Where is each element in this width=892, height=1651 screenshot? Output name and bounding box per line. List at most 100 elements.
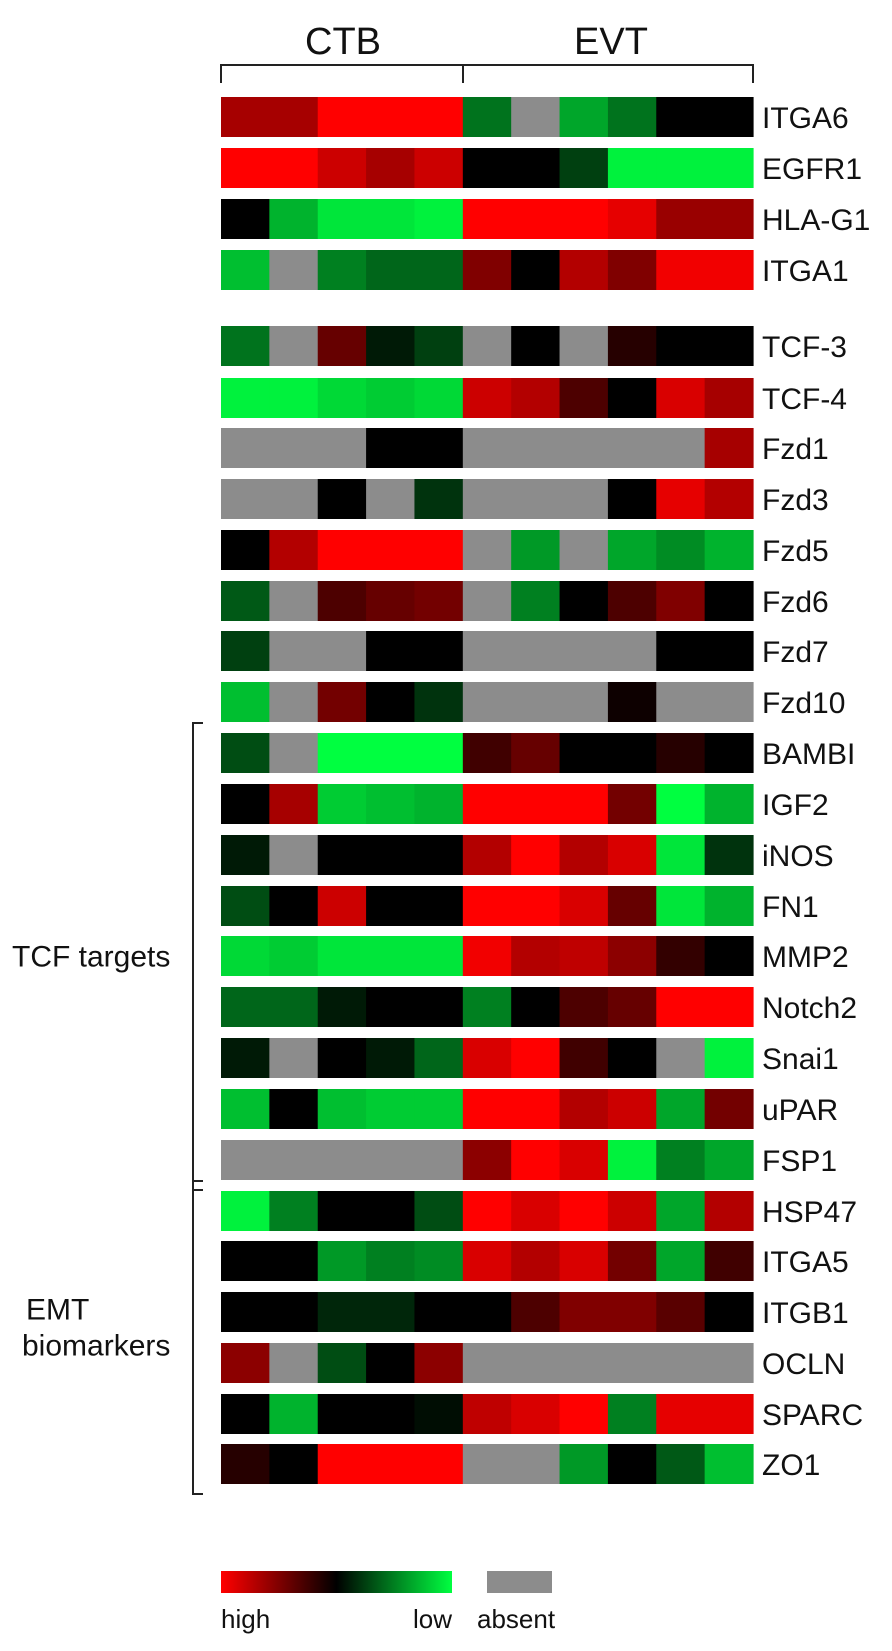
gene-label: ZO1	[762, 1449, 820, 1482]
heatmap-cell	[704, 479, 754, 519]
heatmap-cell	[414, 936, 464, 976]
heatmap-cell	[366, 581, 416, 621]
heatmap-cell	[607, 1089, 657, 1129]
heatmap-cell	[511, 428, 561, 468]
heatmap-cell	[317, 631, 367, 671]
heatmap-cell	[414, 1343, 464, 1383]
heatmap-cell	[656, 784, 706, 824]
heatmap-cell	[221, 1444, 270, 1484]
heatmap-cell	[462, 682, 512, 722]
gene-labels: ITGA6 EGFR1 HLA-G1 ITGA1 TCF-3 TCF-4 Fzd1 Fzd3 F…	[762, 102, 870, 1482]
heatmap-cell	[221, 530, 270, 570]
heatmap-cell	[317, 936, 367, 976]
heatmap-cell	[511, 1292, 561, 1332]
heatmap-cell	[317, 784, 367, 824]
gene-label: FN1	[762, 891, 819, 924]
heatmap-cell	[414, 1089, 464, 1129]
heatmap-cell	[656, 1292, 706, 1332]
gene-label: ITGA6	[762, 102, 849, 135]
heatmap-cell	[414, 1038, 464, 1078]
heatmap-cell	[269, 97, 319, 137]
gene-label: Fzd5	[762, 535, 829, 568]
heatmap-cell	[462, 835, 512, 875]
heatmap-cell	[317, 1038, 367, 1078]
heatmap-cell	[414, 581, 464, 621]
heatmap-cell	[511, 936, 561, 976]
heatmap-cell	[366, 1140, 416, 1180]
heatmap-cell	[414, 682, 464, 722]
heatmap-cell	[221, 1191, 270, 1231]
heatmap-cell	[221, 1140, 270, 1180]
heatmap-cell	[269, 733, 319, 773]
heatmap-cell	[366, 886, 416, 926]
heatmap-cell	[221, 1038, 270, 1078]
heatmap-cell	[269, 1444, 319, 1484]
heatmap-cell	[511, 1394, 561, 1434]
heatmap-cell	[607, 1140, 657, 1180]
heatmap-cell	[221, 682, 270, 722]
heatmap-cell	[269, 378, 319, 418]
heatmap-cell	[462, 581, 512, 621]
heatmap-cell	[269, 148, 319, 188]
heatmap-cell	[511, 987, 561, 1027]
heatmap-cell	[269, 530, 319, 570]
heatmap-cell	[607, 378, 657, 418]
heatmap-cell	[704, 987, 754, 1027]
heatmap-cell	[511, 148, 561, 188]
heatmap-cell	[317, 148, 367, 188]
heatmap-cell	[704, 1343, 754, 1383]
heatmap-cell	[269, 428, 319, 468]
heatmap-cell	[559, 835, 609, 875]
heatmap-cell	[704, 1191, 754, 1231]
row-group-label: TCF targets	[12, 941, 170, 974]
heatmap-cell	[269, 1089, 319, 1129]
heatmap-cell	[462, 250, 512, 290]
heatmap-cell	[317, 1140, 367, 1180]
heatmap-cell	[269, 199, 319, 239]
heatmap-cell	[366, 1089, 416, 1129]
heatmap-cell	[607, 631, 657, 671]
heatmap-cell	[607, 1444, 657, 1484]
heatmap-cell	[269, 250, 319, 290]
heatmap-cell	[366, 835, 416, 875]
heatmap-cell	[462, 479, 512, 519]
heatmap-cell	[511, 631, 561, 671]
heatmap-cell	[607, 1191, 657, 1231]
gene-label: ITGA1	[762, 255, 849, 288]
heatmap-cell	[656, 631, 706, 671]
gene-label: HLA-G1	[762, 204, 870, 237]
heatmap-cell	[607, 886, 657, 926]
heatmap-cell	[269, 835, 319, 875]
heatmap-cell	[656, 378, 706, 418]
heatmap-cell	[317, 326, 367, 366]
row-group-label: EMT	[26, 1294, 89, 1327]
heatmap-cell	[414, 97, 464, 137]
heatmap-cell	[317, 987, 367, 1027]
heatmap-cell	[656, 1140, 706, 1180]
heatmap-cell	[704, 1089, 754, 1129]
gene-label: Fzd1	[762, 433, 829, 466]
heatmap-cell	[269, 1140, 319, 1180]
heatmap-cell	[462, 631, 512, 671]
color-scale-bar	[221, 1571, 452, 1593]
heatmap-cell	[462, 784, 512, 824]
heatmap-cell	[317, 581, 367, 621]
heatmap-cell	[366, 97, 416, 137]
heatmap-cell	[559, 1191, 609, 1231]
heatmap-cell	[704, 199, 754, 239]
heatmap-cell	[414, 835, 464, 875]
heatmap-cell	[462, 199, 512, 239]
heatmap-cell	[511, 1038, 561, 1078]
heatmap-cell	[366, 1241, 416, 1281]
heatmap-cell	[221, 1394, 270, 1434]
heatmap-cell	[221, 326, 270, 366]
heatmap-cell	[317, 835, 367, 875]
heatmap-cell	[366, 530, 416, 570]
heatmap-cell	[414, 378, 464, 418]
heatmap-cell	[317, 479, 367, 519]
heatmap-cells	[221, 97, 754, 1484]
heatmap-cell	[221, 479, 270, 519]
heatmap-cell	[559, 1444, 609, 1484]
